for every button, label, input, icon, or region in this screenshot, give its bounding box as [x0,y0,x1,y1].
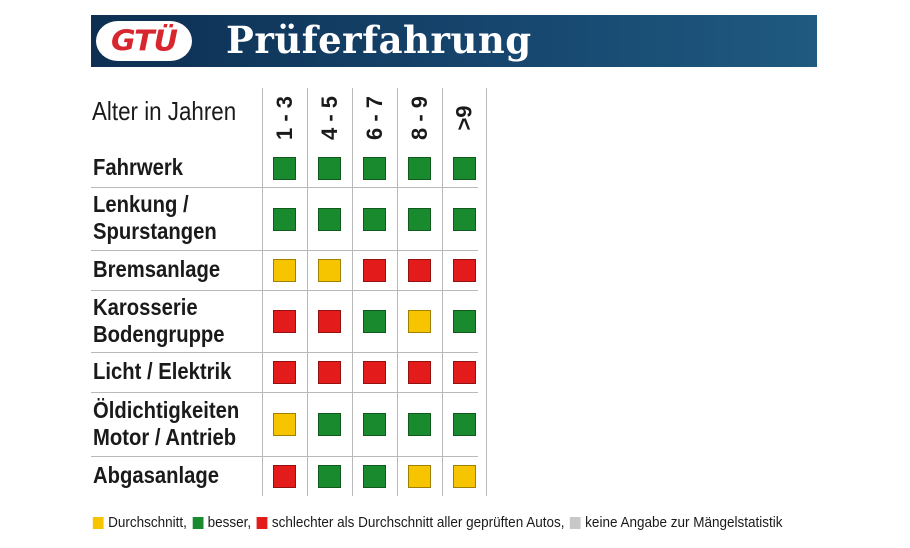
rating-cell-besser [363,310,386,333]
rating-cell-schlechter [363,361,386,384]
legend-swatch-besser [192,516,204,529]
rating-cell-durchschnitt [408,465,431,488]
rating-cell-besser [363,413,386,436]
grid-vline [486,88,487,496]
rating-cell-schlechter [408,259,431,282]
rating-cell-besser [363,157,386,180]
rating-cell-schlechter [453,361,476,384]
legend-item-schlechter: schlechter als Durchschnitt aller geprüf… [255,514,565,531]
rating-cell-besser [318,413,341,436]
rating-cell-durchschnitt [408,310,431,333]
column-header-2: 4 - 5 [307,88,353,148]
row-label: Licht / Elektrik [93,358,232,384]
legend-item-keine_angabe: keine Angabe zur Mängelstatistik [568,514,783,531]
column-header-3: 6 - 7 [352,88,398,148]
column-header-text: >9 [452,105,477,131]
row-label: Lenkung / Spurstangen [93,191,217,244]
grid-vline [352,88,353,496]
rating-cell-besser [453,208,476,231]
rating-cell-besser [273,157,296,180]
rating-cell-besser [363,465,386,488]
legend-swatch-keine_angabe [569,516,581,529]
grid-hline [91,392,478,393]
rating-cell-besser [318,157,341,180]
column-header-label: Alter in Jahren [92,96,237,126]
grid-vline [307,88,308,496]
column-header-4: 8 - 9 [397,88,443,148]
row-label: Abgasanlage [93,462,219,488]
rating-cell-besser [318,208,341,231]
rating-cell-schlechter [273,361,296,384]
grid-vline [262,88,263,496]
legend-label: keine Angabe zur Mängelstatistik [585,514,783,531]
legend-swatch-schlechter [256,516,268,529]
rating-cell-besser [408,413,431,436]
column-header-1: 1 - 3 [262,88,308,148]
rating-cell-besser [408,157,431,180]
row-label: Bremsanlage [93,256,221,282]
rating-cell-besser [273,208,296,231]
rating-cell-besser [318,465,341,488]
column-header-text: 4 - 5 [317,95,342,141]
grid-hline [91,456,478,457]
row-label: Karosserie Bodengruppe [93,294,225,347]
rating-cell-durchschnitt [453,465,476,488]
rating-cell-besser [453,413,476,436]
logo-text: GTÜ [111,24,178,58]
column-header-text: 1 - 3 [272,95,297,141]
rating-cell-besser [408,208,431,231]
legend-item-besser: besser, [190,514,251,531]
rating-cell-schlechter [273,465,296,488]
legend-label: Durchschnitt, [108,514,187,531]
column-header-text: 8 - 9 [407,95,432,141]
rating-cell-schlechter [408,361,431,384]
grid-hline [91,352,478,353]
column-header-5: >9 [442,88,488,148]
legend-swatch-durchschnitt [92,516,104,529]
rating-cell-durchschnitt [273,413,296,436]
grid-vline [442,88,443,496]
row-label: Öldichtigkeiten Motor / Antrieb [93,397,240,450]
gtue-logo: GTÜ [96,21,192,61]
legend-label: besser, [207,514,252,531]
legend-label: schlechter als Durchschnitt aller geprüf… [271,514,565,531]
legend-item-durchschnitt: Durchschnitt, [91,514,187,531]
grid-hline [91,250,478,251]
grid-hline [91,290,478,291]
rating-cell-besser [363,208,386,231]
column-header-text: 6 - 7 [362,95,387,141]
rating-cell-schlechter [363,259,386,282]
rating-cell-schlechter [318,310,341,333]
grid-hline [91,187,478,188]
rating-cell-schlechter [273,310,296,333]
rating-cell-durchschnitt [273,259,296,282]
legend: Durchschnitt, besser, schlechter als Durch… [91,514,786,531]
rating-cell-schlechter [453,259,476,282]
rating-cell-durchschnitt [318,259,341,282]
grid-vline [397,88,398,496]
rating-cell-besser [453,157,476,180]
row-label: Fahrwerk [93,154,183,180]
rating-cell-besser [453,310,476,333]
page-title: Prüferfahrung [226,18,532,62]
rating-cell-schlechter [318,361,341,384]
header-banner: GTÜ Prüferfahrung [91,15,817,67]
